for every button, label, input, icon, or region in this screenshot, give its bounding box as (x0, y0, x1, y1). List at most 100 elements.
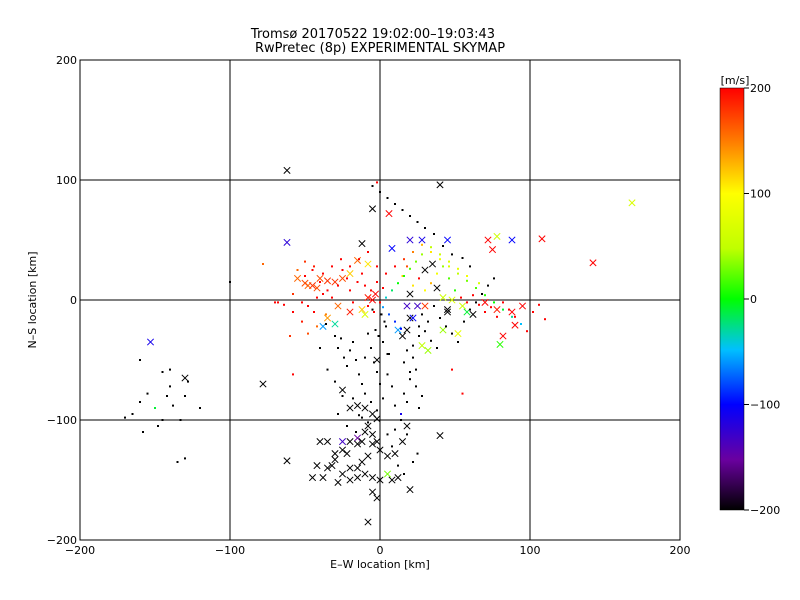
dot-marker (514, 315, 516, 318)
dot-marker (412, 356, 414, 359)
dot-marker (161, 371, 164, 373)
dot-marker (326, 368, 329, 371)
dot-marker (166, 395, 168, 397)
dot-marker (358, 414, 360, 417)
dot-marker (448, 260, 450, 263)
dot-marker (361, 416, 363, 419)
dot-marker (274, 301, 276, 304)
dot-marker (412, 251, 414, 253)
cross-marker (338, 446, 347, 454)
dot-marker (367, 305, 369, 307)
dot-marker (383, 320, 386, 323)
cross-marker (409, 314, 417, 322)
dot-marker (131, 413, 134, 415)
dot-marker (313, 311, 315, 313)
cross-marker (388, 476, 396, 484)
cross-marker (403, 302, 411, 310)
dot-marker (493, 277, 495, 280)
dot-marker (374, 329, 377, 331)
dot-marker (325, 323, 327, 325)
dot-marker (433, 305, 435, 307)
y-axis-label: N–S location [km] (26, 251, 39, 348)
dot-marker (427, 320, 429, 323)
dot-marker (439, 317, 441, 319)
dot-marker (418, 277, 420, 280)
dot-marker (415, 368, 417, 371)
dot-marker (520, 323, 522, 325)
cross-marker (346, 404, 354, 412)
dot-marker (325, 313, 327, 316)
cross-marker (433, 284, 441, 292)
cross-marker (361, 470, 369, 478)
cross-marker (346, 476, 354, 484)
cross-marker (418, 236, 426, 244)
dot-marker (457, 267, 459, 270)
dot-marker (484, 294, 486, 297)
cross-marker (368, 488, 377, 496)
cross-marker (493, 232, 501, 240)
cross-marker (323, 277, 332, 285)
cross-marker (373, 438, 381, 446)
dot-marker (179, 419, 182, 421)
dot-marker (377, 335, 380, 337)
dot-marker (481, 293, 483, 295)
dot-marker (379, 383, 381, 385)
dot-marker (424, 289, 426, 292)
dot-marker (457, 341, 459, 343)
cross-marker (293, 274, 302, 282)
dot-marker (184, 457, 186, 460)
dot-marker (376, 181, 378, 184)
cross-marker (313, 462, 321, 470)
cross-marker (283, 238, 291, 246)
cross-marker (358, 458, 366, 466)
dot-marker (352, 397, 354, 400)
dot-marker (292, 311, 294, 313)
dot-marker (361, 272, 363, 275)
dot-marker (371, 185, 374, 187)
dot-marker (349, 265, 351, 268)
x-tick-label: −100 (215, 544, 245, 557)
grid-lines (80, 60, 680, 540)
cross-marker (358, 438, 366, 446)
colorbar-tick-label: −100 (750, 399, 780, 412)
dot-marker (292, 293, 294, 295)
dot-marker (424, 330, 426, 333)
dot-marker (386, 373, 389, 376)
dot-marker (403, 361, 405, 364)
y-tick-label: −100 (47, 414, 77, 427)
dot-marker (376, 409, 378, 412)
dot-marker (346, 425, 348, 427)
cross-marker (146, 338, 155, 346)
dot-marker (403, 473, 405, 475)
cross-marker (334, 478, 342, 486)
cross-marker (424, 346, 432, 354)
cross-marker (316, 438, 324, 446)
cross-marker (338, 274, 347, 282)
cross-marker (394, 474, 402, 482)
dot-marker (403, 275, 405, 277)
dot-marker (430, 251, 432, 253)
dot-marker (169, 385, 171, 388)
dot-marker (526, 330, 528, 333)
cross-marker (448, 296, 456, 304)
dot-marker (169, 368, 171, 371)
dot-marker (304, 275, 306, 277)
cross-marker (346, 464, 354, 472)
cross-marker (368, 474, 377, 482)
cross-marker (496, 340, 504, 348)
dot-marker (418, 325, 420, 328)
cross-marker (368, 296, 377, 304)
cross-marker (364, 294, 372, 302)
cross-marker (338, 386, 347, 394)
dot-marker (301, 320, 303, 323)
dot-marker (385, 325, 387, 328)
cross-marker (323, 438, 332, 446)
dot-marker (341, 395, 344, 397)
dot-marker (376, 281, 378, 283)
cross-marker (373, 415, 381, 423)
dot-marker (394, 265, 396, 268)
dot-marker (262, 263, 264, 265)
dot-marker (502, 308, 504, 311)
cross-marker (313, 284, 321, 292)
